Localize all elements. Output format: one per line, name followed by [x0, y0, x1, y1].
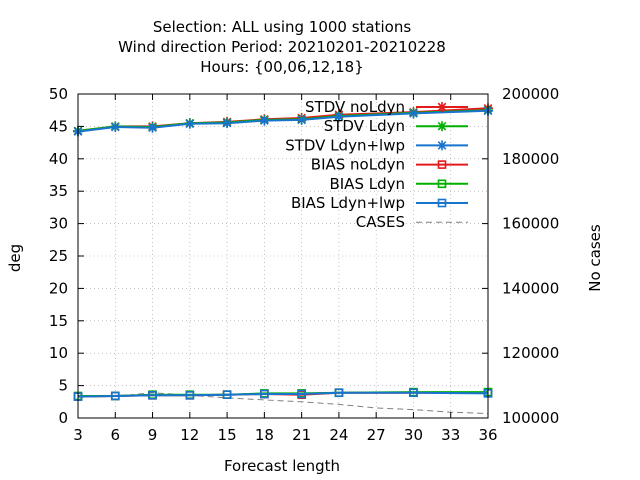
data-point	[259, 115, 270, 126]
legend-label: STDV noLdyn	[305, 98, 405, 116]
data-point	[110, 122, 121, 133]
y-tick-label: 20	[49, 279, 68, 297]
y-tick-label: 50	[49, 85, 68, 103]
y-tick-label: 0	[58, 409, 68, 427]
series-line	[77, 109, 489, 133]
data-point	[184, 118, 195, 129]
legend-label: STDV Ldyn	[324, 117, 405, 135]
x-tick-label: 27	[367, 426, 386, 444]
y2-tick-label: 160000	[502, 215, 559, 233]
x-tick-label: 21	[292, 426, 311, 444]
y2-axis-label: No cases	[586, 224, 604, 292]
data-point	[222, 390, 232, 399]
y-tick-label: 30	[49, 215, 68, 233]
data-point	[437, 179, 447, 189]
series-6	[77, 392, 489, 414]
data-point	[437, 102, 447, 112]
x-tick-label: 9	[148, 426, 158, 444]
data-point	[437, 198, 447, 208]
legend-label: BIAS Ldyn	[329, 175, 405, 193]
data-point	[222, 118, 233, 129]
series-line	[77, 392, 489, 414]
y-tick-label: 35	[49, 182, 68, 200]
x-tick-label: 12	[180, 426, 199, 444]
grid	[78, 94, 488, 418]
y2-tick-label: 140000	[502, 279, 559, 297]
x-tick-label: 30	[404, 426, 423, 444]
y2-tick-label: 100000	[502, 409, 559, 427]
data-point	[148, 391, 157, 400]
legend-label: BIAS Ldyn+lwp	[291, 194, 405, 212]
legend-label: BIAS noLdyn	[311, 156, 405, 174]
y2-tick-label: 200000	[502, 85, 559, 103]
data-point	[260, 389, 269, 399]
x-tick-label: 33	[441, 426, 460, 444]
data-point	[185, 391, 195, 400]
y-tick-label: 40	[49, 150, 68, 168]
ticks: 3 6 9 12 15 18 21 24 27 30 33 360510152025303540455…	[49, 85, 559, 444]
y-tick-label: 15	[49, 312, 68, 330]
data-point	[408, 108, 419, 119]
legend-label: STDV Ldyn+lwp	[285, 136, 405, 154]
data-point	[437, 121, 447, 132]
y2-tick-label: 120000	[502, 344, 559, 362]
x-tick-label: 36	[478, 426, 497, 444]
y-tick-label: 25	[49, 247, 68, 265]
chart-title-line: Selection: ALL using 1000 stations	[153, 18, 412, 36]
y-tick-label: 45	[49, 117, 68, 135]
data-point	[110, 391, 120, 401]
y-tick-label: 5	[58, 377, 68, 395]
data-point	[296, 114, 307, 125]
y-tick-label: 10	[49, 344, 68, 362]
data-point	[297, 389, 306, 399]
data-point	[437, 140, 447, 151]
series-line	[77, 391, 489, 398]
series-5	[73, 388, 493, 401]
series-2	[73, 105, 493, 137]
data-point	[334, 388, 344, 398]
x-tick-label: 3	[73, 426, 83, 444]
legend-label: CASES	[356, 213, 405, 231]
x-tick-label: 15	[218, 426, 237, 444]
y2-tick-label: 180000	[502, 150, 559, 168]
y-axis-label: deg	[6, 244, 24, 272]
data-point	[333, 111, 344, 122]
x-tick-label: 18	[255, 426, 274, 444]
data-point	[437, 160, 447, 169]
x-tick-label: 24	[329, 426, 348, 444]
chart-title-line: Wind direction Period: 20210201-20210228	[118, 38, 446, 56]
chart-title: Selection: ALL using 1000 stations Wind …	[118, 18, 446, 76]
chart-title-line: Hours: {00,06,12,18}	[200, 58, 364, 76]
data-point	[147, 122, 158, 133]
x-axis-label: Forecast length	[224, 457, 340, 475]
x-tick-label: 6	[110, 426, 120, 444]
series-layer	[73, 103, 493, 414]
data-point	[409, 388, 418, 398]
